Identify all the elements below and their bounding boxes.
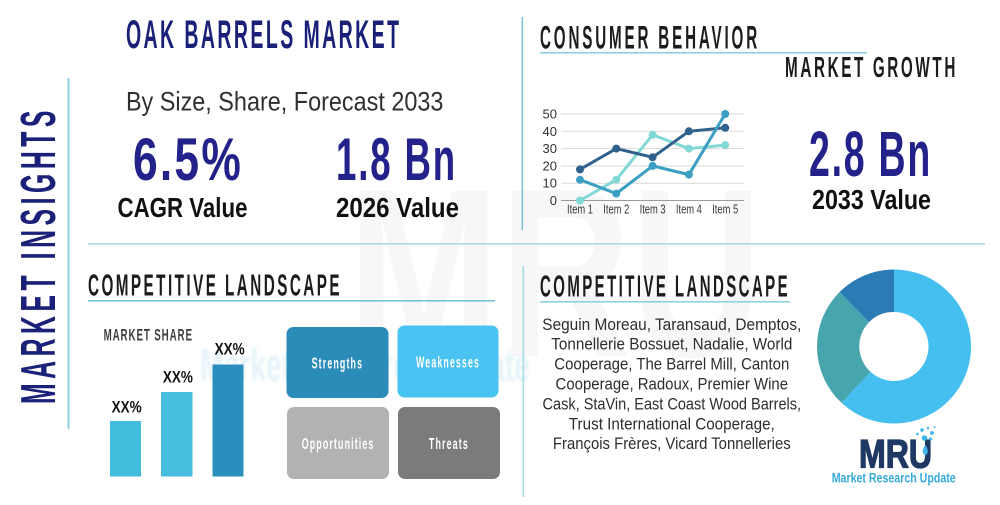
svg-text:1.8 Bn: 1.8 Bn [336, 126, 457, 193]
svg-text:Weaknesses: Weaknesses [416, 354, 480, 371]
svg-text:Cask, StaVin, East Coast Wood: Cask, StaVin, East Coast Wood Barrels, [543, 394, 802, 413]
svg-text:Item 4: Item 4 [676, 203, 702, 217]
svg-text:2.8 Bn: 2.8 Bn [809, 118, 932, 190]
svg-text:Item 1: Item 1 [567, 203, 593, 217]
svg-text:COMPETITIVE LANDSCAPE: COMPETITIVE LANDSCAPE [88, 268, 342, 303]
svg-text:10: 10 [543, 176, 557, 191]
svg-text:XX%: XX% [215, 340, 245, 359]
svg-text:MARKET GROWTH: MARKET GROWTH [785, 52, 958, 84]
svg-text:Cooperage, Radoux, Premier Win: Cooperage, Radoux, Premier Wine [556, 375, 789, 394]
svg-text:Seguin Moreau, Taransaud, Demp: Seguin Moreau, Taransaud, Demptos, [542, 315, 801, 334]
svg-text:MARKET INSIGHTS: MARKET INSIGHTS [12, 106, 66, 404]
svg-text:Item 2: Item 2 [603, 203, 629, 217]
svg-text:MARKET SHARE: MARKET SHARE [104, 325, 193, 344]
svg-text:Opportunities: Opportunities [302, 436, 375, 453]
svg-text:6.5%: 6.5% [133, 126, 243, 193]
svg-text:XX%: XX% [112, 398, 142, 417]
svg-text:XX%: XX% [163, 367, 193, 386]
svg-text:Item 5: Item 5 [712, 203, 738, 217]
svg-text:30: 30 [543, 141, 557, 156]
svg-text:OAK BARRELS MARKET: OAK BARRELS MARKET [126, 13, 402, 57]
svg-text:20: 20 [543, 158, 557, 173]
svg-text:Cooperage, The Barrel Mill, Ca: Cooperage, The Barrel Mill, Canton [554, 355, 789, 374]
svg-text:CAGR Value: CAGR Value [118, 192, 248, 223]
svg-text:MRU: MRU [859, 433, 932, 477]
svg-text:CONSUMER BEHAVIOR: CONSUMER BEHAVIOR [540, 19, 760, 55]
svg-text:Trust International Cooperage,: Trust International Cooperage, [569, 414, 775, 433]
svg-text:Threats: Threats [429, 436, 469, 453]
svg-text:2033 Value: 2033 Value [812, 184, 931, 215]
svg-text:2026 Value: 2026 Value [336, 192, 459, 223]
svg-text:0: 0 [550, 193, 557, 208]
svg-text:40: 40 [543, 124, 557, 139]
svg-text:Item 3: Item 3 [640, 203, 666, 217]
svg-text:COMPETITIVE LANDSCAPE: COMPETITIVE LANDSCAPE [540, 269, 790, 304]
svg-text:François Frères, Vicard Tonnel: François Frères, Vicard Tonnelleries [553, 434, 791, 453]
svg-text:50: 50 [543, 107, 557, 122]
svg-text:Market Research Update: Market Research Update [832, 471, 956, 486]
svg-text:Strengths: Strengths [312, 355, 364, 372]
svg-text:Tonnellerie Bossuet, Nadalie,: Tonnellerie Bossuet, Nadalie, World [551, 335, 792, 354]
svg-text:By Size, Share, Forecast 2033: By Size, Share, Forecast 2033 [126, 87, 444, 117]
